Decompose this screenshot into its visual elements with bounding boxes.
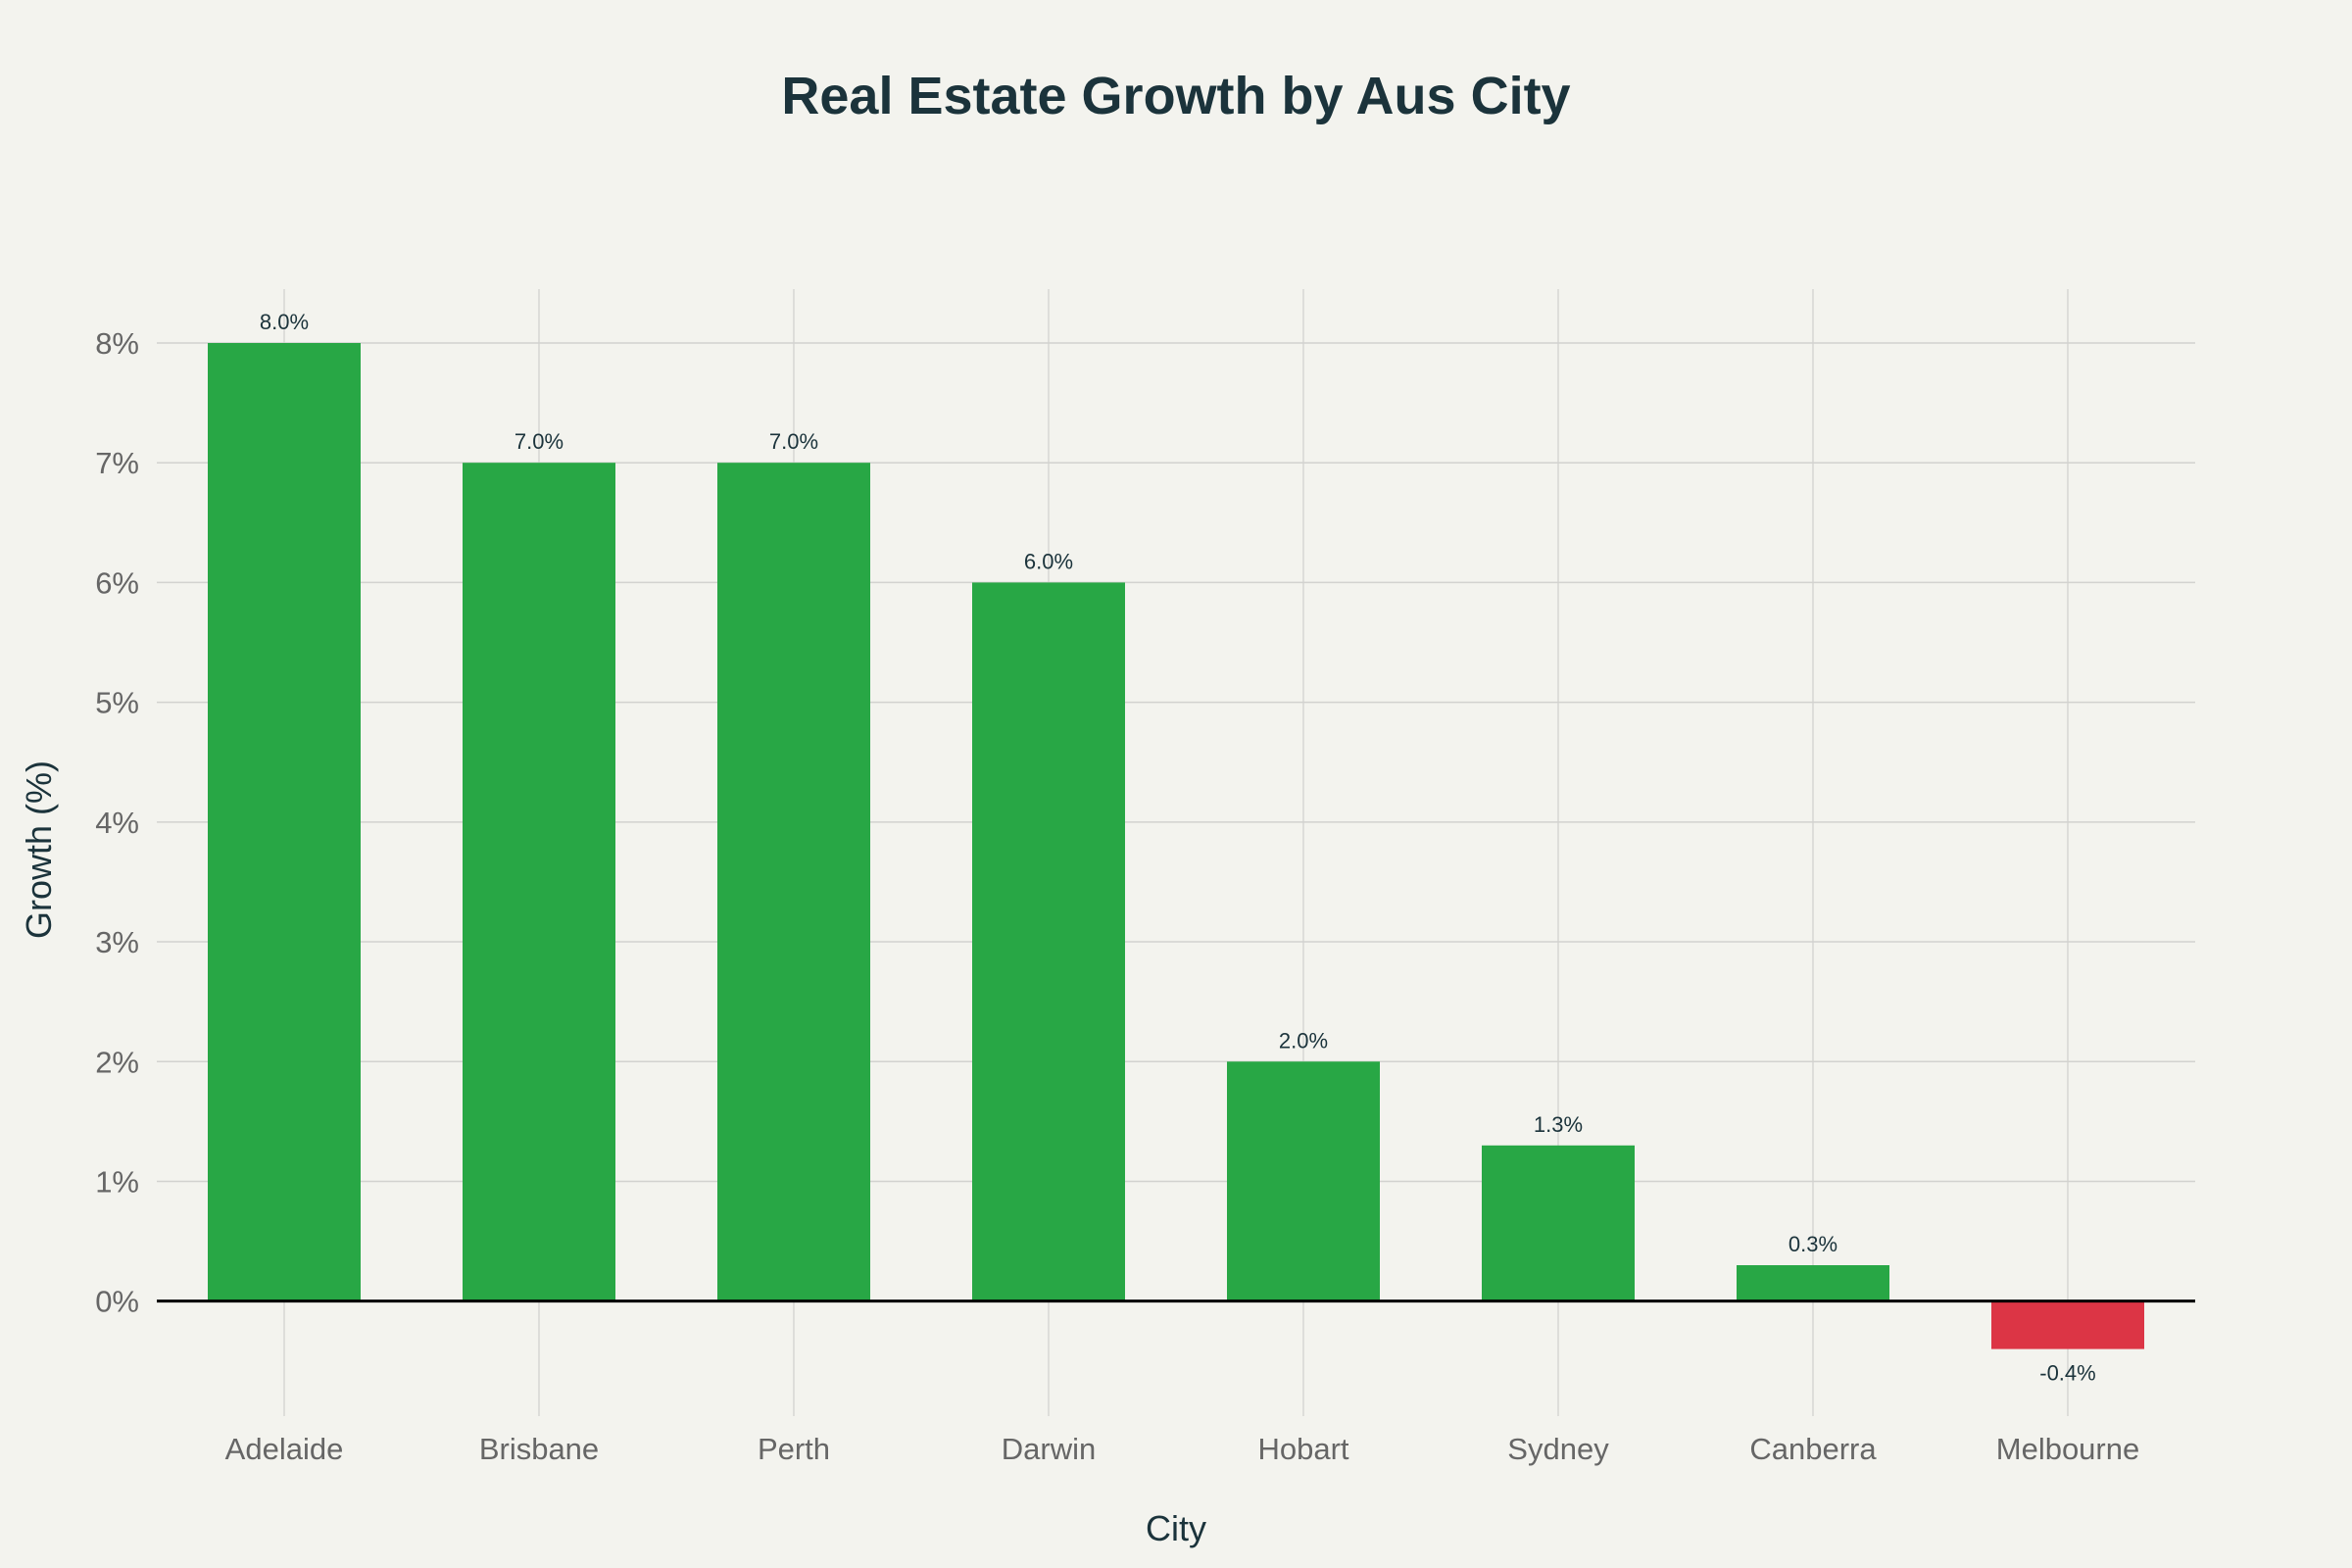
y-tick-label: 6% bbox=[95, 565, 139, 600]
y-axis-title: Growth (%) bbox=[19, 760, 59, 939]
x-tick-label-canberra: Canberra bbox=[1749, 1432, 1877, 1466]
data-label-hobart: 2.0% bbox=[1279, 1028, 1328, 1053]
bars bbox=[208, 342, 2144, 1349]
y-tick-label: 7% bbox=[95, 446, 139, 480]
y-tick-label: 1% bbox=[95, 1164, 139, 1199]
bar-adelaide[interactable] bbox=[208, 342, 361, 1301]
bar-canberra[interactable] bbox=[1737, 1265, 1889, 1301]
data-label-brisbane: 7.0% bbox=[514, 429, 564, 454]
x-tick-label-melbourne: Melbourne bbox=[1996, 1432, 2139, 1466]
y-tick-label: 2% bbox=[95, 1045, 139, 1079]
y-tick-label: 8% bbox=[95, 326, 139, 361]
bar-brisbane[interactable] bbox=[463, 463, 615, 1301]
x-tick-label-sydney: Sydney bbox=[1507, 1432, 1609, 1466]
bar-perth[interactable] bbox=[717, 463, 870, 1301]
x-tick-label-perth: Perth bbox=[758, 1432, 830, 1466]
bar-data-labels: 8.0% 7.0% 7.0% 6.0% 2.0% 1.3% 0.3% -0.4% bbox=[260, 310, 2096, 1386]
y-tick-label: 4% bbox=[95, 806, 139, 840]
x-axis-title: City bbox=[1146, 1508, 1206, 1548]
data-label-sydney: 1.3% bbox=[1534, 1112, 1583, 1137]
x-tick-label-brisbane: Brisbane bbox=[479, 1432, 599, 1466]
data-label-perth: 7.0% bbox=[769, 429, 818, 454]
y-tick-label: 5% bbox=[95, 686, 139, 720]
bar-darwin[interactable] bbox=[972, 582, 1125, 1301]
data-label-darwin: 6.0% bbox=[1024, 549, 1073, 573]
x-tick-label-hobart: Hobart bbox=[1257, 1432, 1348, 1466]
data-label-canberra: 0.3% bbox=[1788, 1232, 1838, 1256]
x-axis-tick-labels: Adelaide Brisbane Perth Darwin Hobart Sydney C… bbox=[225, 1432, 2140, 1466]
y-axis-tick-labels: 0% 1% 2% 3% 4% 5% 6% 7% 8% bbox=[95, 326, 139, 1319]
y-tick-label: 0% bbox=[95, 1285, 139, 1319]
x-tick-label-adelaide: Adelaide bbox=[225, 1432, 344, 1466]
data-label-adelaide: 8.0% bbox=[260, 310, 309, 334]
y-tick-label: 3% bbox=[95, 925, 139, 959]
bar-hobart[interactable] bbox=[1227, 1061, 1380, 1301]
data-label-melbourne: -0.4% bbox=[2039, 1361, 2095, 1386]
bar-melbourne[interactable] bbox=[1991, 1300, 2144, 1349]
x-tick-label-darwin: Darwin bbox=[1002, 1432, 1096, 1466]
bar-sydney[interactable] bbox=[1482, 1145, 1635, 1301]
chart-title: Real Estate Growth by Aus City bbox=[781, 67, 1570, 125]
